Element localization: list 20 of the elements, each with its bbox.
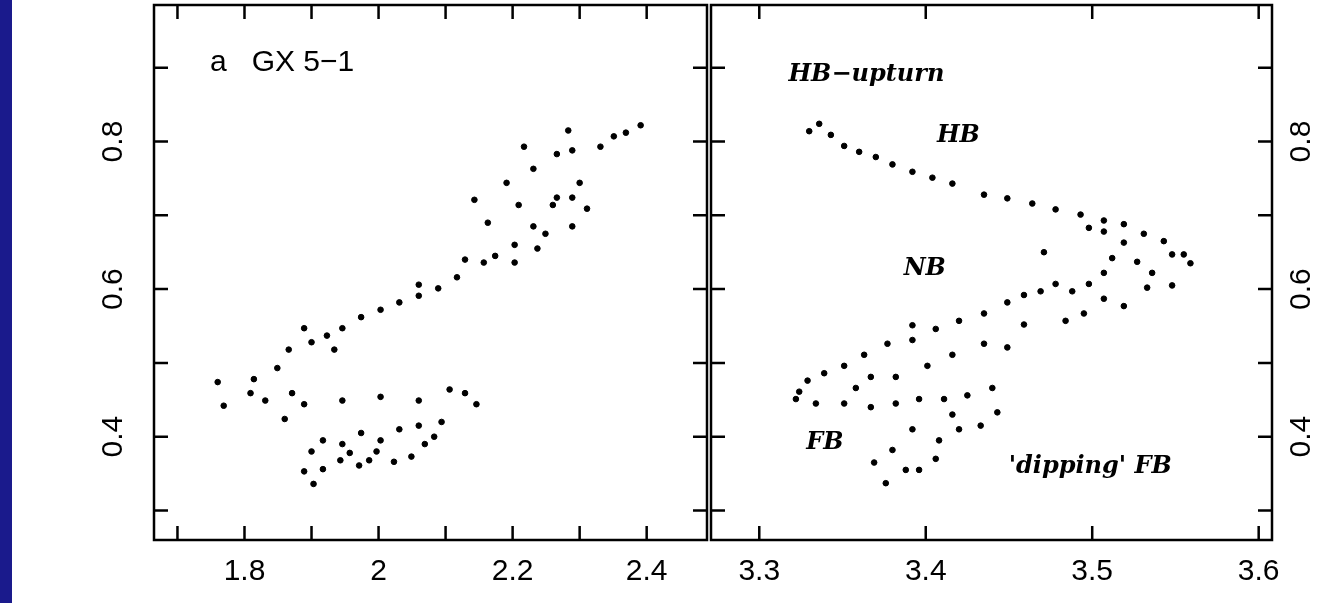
x-tick-label: 1.8 — [223, 553, 266, 587]
x-tick-label: 2.4 — [625, 553, 668, 587]
x-tick-label: 3.3 — [738, 553, 781, 587]
annotation: HB — [935, 118, 980, 148]
y-tick-label: 0.4 — [1283, 415, 1317, 458]
y-tick-label: 0.4 — [95, 415, 129, 458]
x-tick-label: 2 — [370, 553, 387, 587]
annotation: NB — [902, 251, 946, 281]
y-tick-label: 0.8 — [95, 120, 129, 163]
annotation: FB — [805, 426, 844, 456]
x-tick-label: 3.4 — [904, 553, 947, 587]
x-tick-label: 3.5 — [1071, 553, 1114, 587]
annotation: HB−upturn — [787, 57, 945, 87]
x-tick-label: 2.2 — [491, 553, 534, 587]
annotation: 'dipping' FB — [1008, 449, 1172, 479]
y-tick-label: 0.8 — [1283, 120, 1317, 163]
y-tick-label: 0.6 — [95, 268, 129, 310]
y-tick-label: 0.6 — [1283, 268, 1317, 310]
text: a GX 5−1 — [210, 44, 355, 78]
x-tick-label: 3.6 — [1237, 553, 1280, 587]
